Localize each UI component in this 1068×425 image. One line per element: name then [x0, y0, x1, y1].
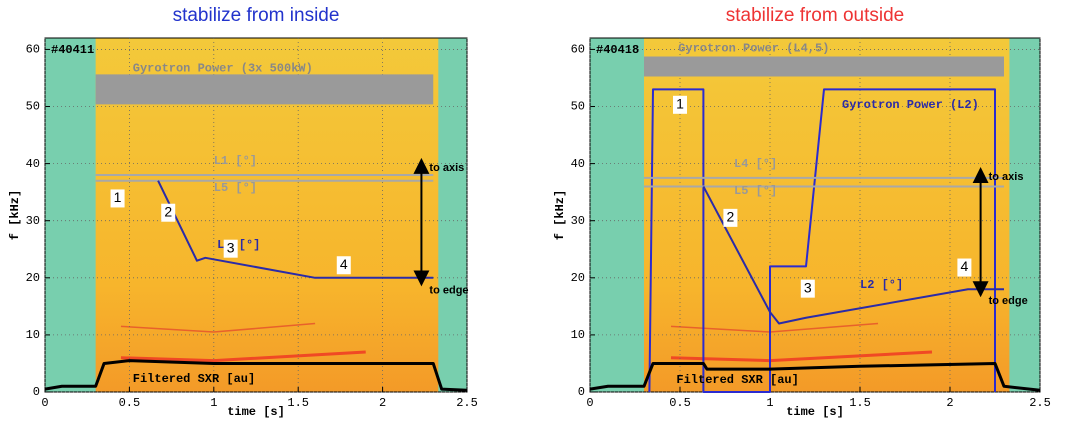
- annotation-box: [110, 189, 125, 208]
- x-tick-label: 2: [946, 396, 953, 410]
- annotation: 2: [164, 203, 172, 219]
- series-line: [44, 359, 468, 392]
- y-tick-label: 60: [26, 43, 40, 57]
- series-label: L4 [°]: [734, 157, 777, 171]
- spectrogram-active: [644, 38, 1010, 392]
- annotation-box: [336, 256, 351, 275]
- series-label: L5 [°]: [214, 181, 257, 195]
- series-label: Gyrotron Power (L4,5): [678, 41, 829, 55]
- shot-number: #40418: [596, 43, 639, 57]
- series-line: [648, 88, 996, 393]
- annotation-box: [161, 203, 176, 222]
- chart-title: stabilize from inside: [173, 5, 340, 26]
- y-axis-label: f [kHz]: [553, 190, 567, 240]
- mode-trace: [120, 350, 366, 363]
- y-tick-label: 30: [571, 214, 585, 228]
- y-tick-label: 0: [33, 385, 40, 399]
- x-tick-label: 2.5: [456, 396, 478, 410]
- y-tick-label: 20: [571, 271, 585, 285]
- annotation-box: [723, 208, 738, 227]
- series-label: L2 [°]: [217, 238, 260, 252]
- x-tick-label: 1: [766, 396, 773, 410]
- y-tick-label: 10: [26, 328, 40, 342]
- series-label: Gyrotron Power (3x 500kW): [133, 61, 313, 75]
- series-label: L2 [°]: [860, 278, 903, 292]
- series-label: L1 [°]: [214, 154, 257, 168]
- series-label: Filtered SXR [au]: [676, 373, 798, 387]
- y-tick-label: 30: [26, 214, 40, 228]
- annotation: 4: [961, 258, 969, 274]
- annotation: 1: [114, 189, 122, 205]
- y-tick-label: 50: [26, 100, 40, 114]
- y-tick-label: 40: [571, 157, 585, 171]
- y-tick-label: 10: [571, 328, 585, 342]
- x-tick-label: 0.5: [119, 396, 141, 410]
- annotation: 1: [676, 96, 684, 112]
- y-tick-label: 20: [26, 271, 40, 285]
- x-axis-label: time [s]: [227, 405, 285, 419]
- annotation: to axis: [429, 162, 464, 174]
- x-tick-label: 0: [41, 396, 48, 410]
- mode-trace: [120, 322, 316, 333]
- y-tick-label: 40: [26, 157, 40, 171]
- annotation-box: [957, 258, 972, 277]
- x-tick-label: 1: [210, 396, 217, 410]
- series-line: [589, 361, 1041, 392]
- x-tick-label: 0: [586, 396, 593, 410]
- series-label: Gyrotron Power (L2): [842, 98, 979, 112]
- y-axis-label: f [kHz]: [8, 190, 22, 240]
- annotation-box: [800, 279, 815, 298]
- annotation: to edge: [989, 295, 1028, 307]
- annotation-box: [673, 95, 687, 114]
- series-label: L5 [°]: [734, 184, 777, 198]
- annotation-box: [223, 239, 238, 258]
- x-tick-label: 2: [379, 396, 386, 410]
- annotation: 4: [340, 256, 348, 272]
- y-tick-label: 0: [578, 385, 585, 399]
- annotation: to axis: [989, 171, 1024, 183]
- x-tick-label: 0.5: [669, 396, 691, 410]
- x-axis-label: time [s]: [786, 405, 844, 419]
- x-tick-label: 1.5: [849, 396, 871, 410]
- shot-number: #40411: [51, 43, 94, 57]
- annotation: to edge: [429, 284, 468, 296]
- chart-title: stabilize from outside: [726, 5, 904, 26]
- x-tick-label: 1.5: [287, 396, 309, 410]
- series-line: [157, 180, 434, 279]
- x-tick-label: 2.5: [1029, 396, 1051, 410]
- series-label: Filtered SXR [au]: [133, 372, 255, 386]
- y-tick-label: 50: [571, 100, 585, 114]
- annotation: 2: [727, 209, 735, 225]
- annotation: 3: [227, 239, 235, 255]
- y-tick-label: 60: [571, 43, 585, 57]
- annotation: 3: [804, 279, 812, 295]
